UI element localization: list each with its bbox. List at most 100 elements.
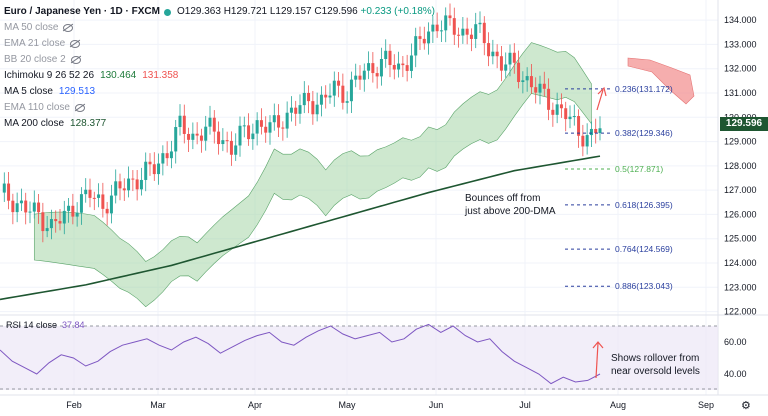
hidden-eye-icon[interactable] xyxy=(74,104,85,112)
candle-body xyxy=(62,210,66,224)
candle-body xyxy=(457,34,461,36)
candle-body xyxy=(54,219,58,222)
candle-body xyxy=(289,107,293,113)
fib-label: 0.764(124.569) xyxy=(615,244,673,254)
fib-label: 0.236(131.172) xyxy=(615,84,673,94)
candle-body xyxy=(122,188,126,191)
indicator-row[interactable]: EMA 110 close xyxy=(4,100,435,116)
market-status-icon xyxy=(163,8,171,16)
close-value: C129.596 xyxy=(314,6,358,17)
candle-body xyxy=(2,183,6,193)
candle-body xyxy=(105,208,109,214)
indicator-row[interactable]: EMA 21 close xyxy=(4,36,435,52)
candle-body xyxy=(534,87,538,93)
candle-body xyxy=(221,140,225,145)
price-tick-label: 129.000 xyxy=(724,137,757,147)
ohlc-values: O129.363 H129.721 L129.157 C129.596 +0.2… xyxy=(177,4,435,20)
candle-body xyxy=(199,135,203,141)
candle-body xyxy=(358,75,362,80)
candle-body xyxy=(298,105,302,114)
candle-body xyxy=(598,128,602,134)
indicator-row[interactable]: MA 5 close 129.513 xyxy=(4,84,435,100)
candle-body xyxy=(354,75,358,80)
candle-body xyxy=(67,205,71,211)
rsi-pane: 60.00 40.00 RSI 14 close 37.84 Shows rollove… xyxy=(0,314,768,390)
candle-body xyxy=(84,189,88,195)
candle-body xyxy=(555,104,559,115)
price-tick-label: 128.000 xyxy=(724,161,757,171)
hidden-eye-icon[interactable] xyxy=(63,24,74,32)
candle-body xyxy=(401,63,405,66)
candle-body xyxy=(212,117,216,132)
candle-body xyxy=(512,52,516,63)
open-value: O129.363 xyxy=(176,6,221,17)
indicator-row[interactable]: MA 50 close xyxy=(4,20,435,36)
indicator-label: MA 50 close xyxy=(4,22,59,33)
ichimoku-cloud xyxy=(33,42,695,308)
candle-body xyxy=(118,181,122,189)
candle-body xyxy=(525,76,529,81)
ma200-line xyxy=(0,155,601,301)
candle-body xyxy=(585,135,589,147)
candle-body xyxy=(127,178,131,191)
candle-body xyxy=(165,153,169,159)
candle-body xyxy=(229,140,233,155)
indicator-label: MA 200 close xyxy=(4,118,65,129)
hidden-eye-icon[interactable] xyxy=(70,40,81,48)
candle-body xyxy=(474,24,478,39)
price-tick-label: 131.000 xyxy=(724,88,757,98)
indicator-row[interactable]: MA 200 close 128.377 xyxy=(4,116,435,132)
candle-body xyxy=(328,95,332,98)
candle-body xyxy=(435,24,439,32)
price-tick-label: 122.000 xyxy=(724,307,757,317)
candle-body xyxy=(482,22,486,44)
indicator-row[interactable]: BB 20 close 2 xyxy=(4,52,435,68)
candle-body xyxy=(58,221,62,224)
candle-body xyxy=(367,63,371,71)
indicator-row[interactable]: Ichimoku 9 26 52 26 130.464 131.358 xyxy=(4,68,435,84)
annotation-bounce-line1: Bounces off from xyxy=(465,193,540,204)
high-value: H129.721 xyxy=(223,6,268,17)
candle-body xyxy=(538,83,542,93)
indicator-label: MA 5 close xyxy=(4,86,53,97)
hidden-eye-icon[interactable] xyxy=(70,56,81,64)
candle-body xyxy=(589,128,593,136)
candle-body xyxy=(431,24,435,32)
fib-label: 0.618(126.395) xyxy=(615,200,673,210)
candle-body xyxy=(427,31,431,44)
time-tick-label: Aug xyxy=(610,400,626,410)
candle-body xyxy=(315,104,319,115)
indicator-label: BB 20 close 2 xyxy=(4,54,66,65)
candle-body xyxy=(384,50,388,59)
candle-body xyxy=(131,178,135,180)
price-tick-label: 134.000 xyxy=(724,15,757,25)
candle-body xyxy=(135,179,139,190)
indicator-label: EMA 21 close xyxy=(4,38,66,49)
candlestick-series xyxy=(2,3,602,243)
candle-body xyxy=(504,64,508,71)
candle-body xyxy=(332,80,336,96)
fibonacci-levels: 0.236(131.172) 0.382(129.346) 0.5(127.871)… xyxy=(565,84,673,291)
candle-body xyxy=(379,58,383,77)
candle-body xyxy=(577,116,581,136)
price-tick-label: 132.000 xyxy=(724,64,757,74)
rsi-line xyxy=(0,323,601,385)
indicator-value: 129.513 xyxy=(58,86,96,97)
candle-body xyxy=(521,80,525,83)
rsi-tick-label: 40.00 xyxy=(724,369,747,379)
gear-icon[interactable]: ⚙ xyxy=(741,400,751,412)
candle-body xyxy=(71,205,75,217)
candle-body xyxy=(439,30,443,32)
candle-body xyxy=(375,73,379,77)
candle-body xyxy=(161,153,165,164)
candle-body xyxy=(568,116,572,120)
candle-body xyxy=(405,65,409,71)
price-tick-label: 133.000 xyxy=(724,39,757,49)
annotation-bounce-line2: just above 200-DMA xyxy=(464,206,556,217)
candle-body xyxy=(499,56,503,71)
candle-body xyxy=(268,122,272,133)
candle-body xyxy=(191,133,195,140)
time-tick-label: Apr xyxy=(248,400,262,410)
candle-body xyxy=(487,43,491,57)
